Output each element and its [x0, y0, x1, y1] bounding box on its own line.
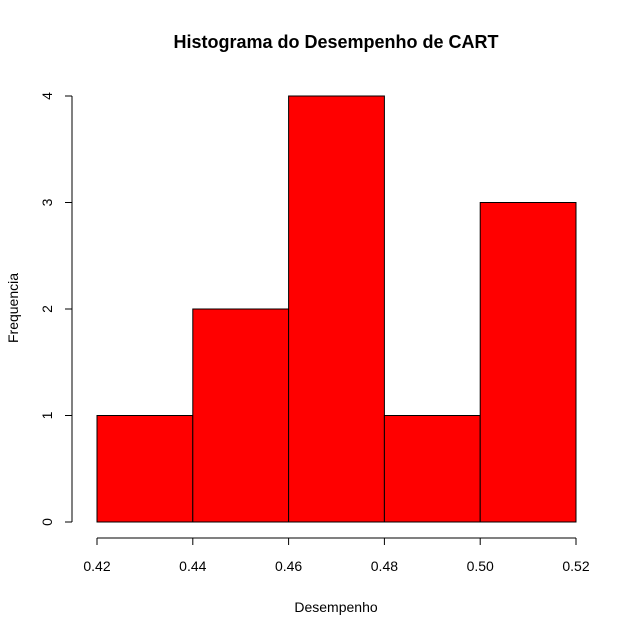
y-axis-label: Frequencia	[5, 273, 21, 343]
bars-group	[96, 95, 577, 523]
y-tick-label: 1	[39, 411, 55, 419]
x-tick-label: 0.50	[467, 558, 494, 574]
histogram-bar-2	[288, 95, 385, 523]
y-tick-label: 0	[39, 518, 55, 526]
y-tick-label: 4	[39, 92, 55, 100]
x-tick-label: 0.42	[83, 558, 110, 574]
chart-title: Histograma do Desempenho de CART	[173, 32, 498, 52]
x-tick-label: 0.44	[179, 558, 206, 574]
x-tick-label: 0.48	[371, 558, 398, 574]
x-tick-label: 0.46	[275, 558, 302, 574]
x-tick-label: 0.52	[562, 558, 589, 574]
histogram-bar-1	[192, 308, 290, 523]
y-tick-label: 3	[39, 198, 55, 206]
y-tick-label: 2	[39, 305, 55, 313]
x-axis-label: Desempenho	[294, 599, 377, 615]
y-axis: 0 1 2 3 4	[39, 92, 73, 526]
histogram-bar-4	[479, 202, 577, 523]
histogram-bar-0	[96, 415, 194, 523]
x-axis: 0.42 0.44 0.46 0.48 0.50 0.52	[83, 537, 590, 574]
histogram-bar-3	[383, 415, 481, 523]
